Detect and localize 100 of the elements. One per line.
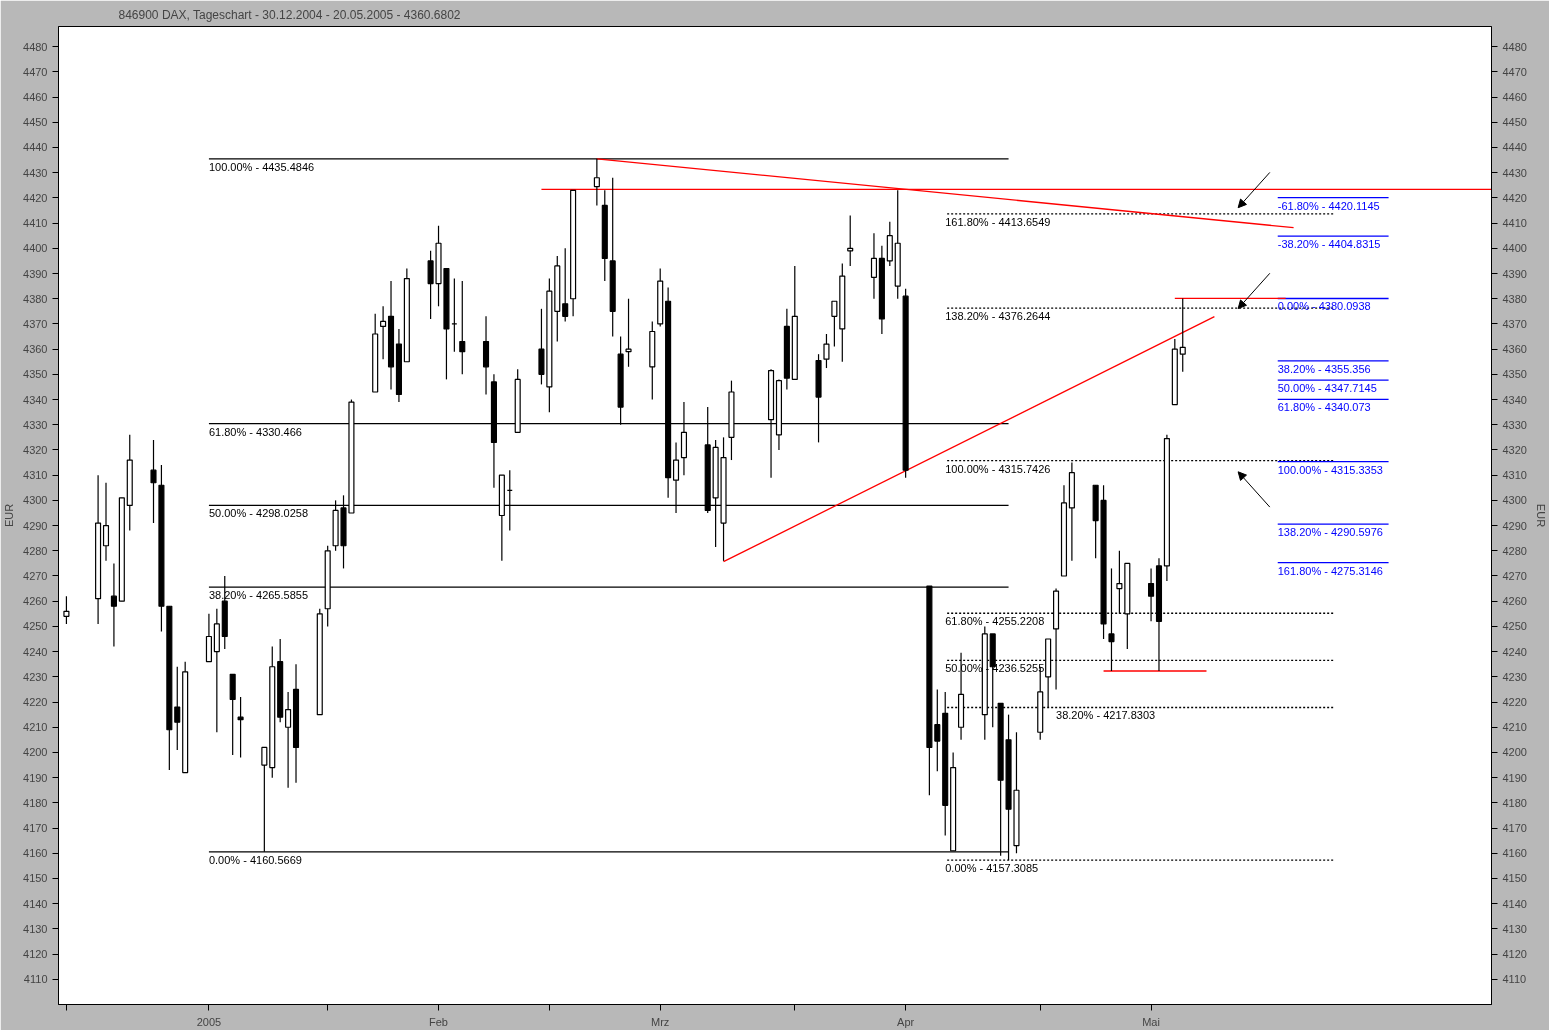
annotation: 138.20% - 4376.2644 [945,310,1051,323]
annotation: -38.20% - 4404.8315 [1277,238,1381,251]
y-tick-label: 4360 [23,343,48,356]
y2-tick-label: 4390 [1502,267,1527,280]
y2-tick-label: 4440 [1502,141,1527,154]
y2-tick-label: 4200 [1502,746,1527,759]
y-axis-title: EUR [3,503,16,528]
y-tick-label: 4140 [23,897,48,910]
x-tick-label: Mai [1142,1015,1160,1028]
annotation: 61.80% - 4330.466 [208,425,302,438]
y-tick-label: 4340 [23,393,48,406]
y-tick-label: 4290 [23,519,48,532]
y2-tick-label: 4230 [1502,670,1527,683]
candlestick [237,696,244,759]
y-tick-label: 4400 [23,242,48,255]
y2-tick-label: 4360 [1502,343,1527,356]
y2-tick-label: 4110 [1502,973,1527,986]
annotation: 50.00% - 4347.7145 [1277,382,1377,395]
y-tick-label: 4280 [23,544,48,557]
y-tick-label: 4300 [23,494,48,507]
y2-tick-label: 4470 [1502,65,1527,78]
annotation: 161.80% - 4275.3146 [1277,564,1383,577]
y2-tick-label: 4410 [1502,217,1527,230]
y2-tick-label: 4350 [1502,368,1527,381]
y2-axis-title: EUR [1534,503,1547,528]
y-tick-label: 4470 [23,65,48,78]
candlestick [150,439,157,524]
y-tick-label: 4180 [23,796,48,809]
y2-tick-label: 4140 [1502,897,1527,910]
annotation: 100.00% - 4315.3353 [1277,463,1383,476]
y-tick-label: 4310 [23,469,48,482]
annotation: 0.00% - 4380.0938 [1277,300,1371,313]
annotation: 161.80% - 4413.6549 [945,215,1051,228]
y-tick-label: 4350 [23,368,48,381]
y-tick-label: 4260 [23,595,48,608]
annotation: 61.80% - 4255.2208 [945,615,1045,628]
y2-tick-label: 4370 [1502,317,1527,330]
y2-tick-label: 4160 [1502,847,1527,860]
candlestick [174,666,181,751]
candlestick [823,333,830,369]
y2-tick-label: 4330 [1502,418,1527,431]
annotation: 138.20% - 4290.5976 [1277,526,1383,539]
y-tick-label: 4320 [23,443,48,456]
chart-title: 846900 DAX, Tageschart - 30.12.2004 - 20.05.2005 - 4360.6802 [118,7,461,22]
annotation: -61.80% - 4420.1145 [1277,199,1380,212]
y-tick-label: 4150 [23,872,48,885]
candlestick [285,691,292,789]
y2-tick-label: 4430 [1502,166,1527,179]
y2-tick-label: 4250 [1502,620,1527,633]
candlestick [102,482,110,562]
x-tick-label: Mrz [651,1015,670,1028]
y2-tick-label: 4170 [1502,822,1527,835]
y2-tick-label: 4260 [1502,595,1527,608]
y2-tick-label: 4120 [1502,948,1527,961]
y2-tick-label: 4270 [1502,569,1527,582]
candlestick [562,247,569,323]
y-tick-label: 4210 [23,721,48,734]
annotation: 61.80% - 4340.073 [1277,401,1371,414]
y2-tick-label: 4190 [1502,771,1527,784]
y-tick-label: 4240 [23,645,48,658]
y-tick-label: 4190 [23,771,48,784]
y2-tick-label: 4150 [1502,872,1527,885]
y-tick-label: 4480 [23,40,48,53]
y-tick-label: 4130 [23,922,48,935]
y-tick-label: 4440 [23,141,48,154]
candlestick [831,300,838,348]
y-tick-label: 4330 [23,418,48,431]
annotation: 38.20% - 4217.8303 [1056,709,1156,722]
annotation: 0.00% - 4157.3085 [945,862,1039,875]
y2-tick-label: 4210 [1502,721,1527,734]
x-tick-label: Feb [429,1015,449,1028]
y-tick-label: 4380 [23,292,48,305]
y2-tick-label: 4310 [1502,469,1527,482]
candlestick [380,305,387,360]
y2-tick-label: 4480 [1502,40,1527,53]
candlestick [459,280,466,375]
y-tick-label: 4200 [23,746,48,759]
candlestick [110,562,117,648]
y2-tick-label: 4290 [1502,519,1527,532]
y2-tick-label: 4320 [1502,443,1527,456]
y2-tick-label: 4240 [1502,645,1527,658]
y-tick-label: 4250 [23,620,48,633]
candlestick [63,595,70,625]
candlestick [870,232,878,300]
y-tick-label: 4370 [23,317,48,330]
y2-tick-label: 4400 [1502,242,1527,255]
y2-tick-label: 4380 [1502,292,1527,305]
y2-tick-label: 4450 [1502,116,1527,129]
y-tick-label: 4170 [23,822,48,835]
y-tick-label: 4390 [23,267,48,280]
y-tick-label: 4160 [23,847,48,860]
y2-tick-label: 4420 [1502,191,1527,204]
annotation: 100.00% - 4435.4846 [208,160,315,173]
y2-tick-label: 4130 [1502,922,1527,935]
y-tick-label: 4450 [23,116,48,129]
x-tick-label: Apr [897,1015,915,1028]
candlestick [934,688,941,772]
y-tick-label: 4460 [23,91,48,104]
y2-tick-label: 4460 [1502,91,1527,104]
y2-tick-label: 4340 [1502,393,1527,406]
